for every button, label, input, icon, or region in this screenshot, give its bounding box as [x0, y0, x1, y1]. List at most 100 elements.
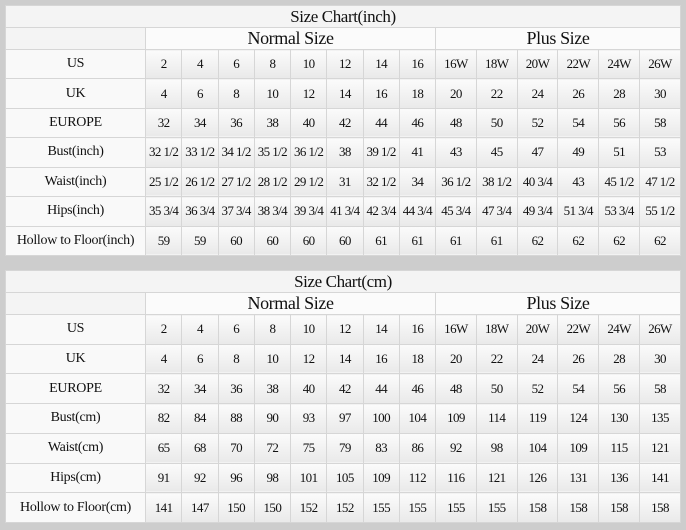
- size-cell: 25 1/2: [145, 166, 183, 198]
- size-cell: 10: [290, 48, 328, 80]
- size-cell: 16: [362, 343, 400, 375]
- row-label: Waist(inch): [4, 166, 147, 198]
- size-cell: 20: [435, 343, 477, 375]
- size-cell: 32 1/2: [362, 166, 400, 198]
- size-cell: 34: [181, 107, 219, 139]
- size-cell: 48: [435, 373, 477, 405]
- size-cell: 34 1/2: [217, 137, 255, 168]
- table-row: EUROPE 32 34 36 38 40 42 44 46 48 50 52 54 56 58: [4, 373, 681, 405]
- size-cell: 141: [639, 462, 681, 494]
- size-cell: 60: [217, 225, 255, 257]
- size-cell: 4: [145, 78, 183, 109]
- size-cell: 35 3/4: [145, 196, 183, 227]
- size-cell: 39 1/2: [362, 137, 400, 168]
- size-cell: 6: [181, 78, 219, 109]
- row-label: Hips(cm): [4, 462, 147, 494]
- size-cell: 12: [290, 343, 328, 375]
- size-cell: 26 1/2: [181, 166, 219, 198]
- size-cell: 40: [290, 373, 328, 405]
- size-cell: 44: [362, 373, 400, 405]
- size-cell: 58: [639, 373, 681, 405]
- size-cell: 155: [435, 492, 477, 523]
- size-cell: 20: [435, 78, 477, 109]
- size-cell: 43: [435, 137, 477, 168]
- size-cell: 158: [557, 492, 600, 523]
- row-label: Hollow to Floor(cm): [4, 492, 147, 523]
- size-cell: 42: [326, 373, 364, 405]
- size-cell: 22: [475, 78, 518, 109]
- row-label: US: [4, 48, 147, 80]
- size-cell: 36: [217, 107, 255, 139]
- size-cell: 50: [475, 107, 518, 139]
- row-label: US: [4, 314, 147, 345]
- size-cell: 60: [253, 225, 292, 257]
- size-cell: 130: [598, 403, 640, 434]
- size-cell: 62: [557, 225, 600, 257]
- size-cell: 46: [398, 107, 437, 139]
- table-row: EUROPE 32 34 36 38 40 42 44 46 48 50 52 54 56 58: [4, 107, 681, 139]
- size-cell: 4: [181, 48, 219, 80]
- size-cell: 45 3/4: [435, 196, 477, 227]
- size-cell: 16: [362, 78, 400, 109]
- size-cell: 150: [253, 492, 292, 523]
- size-cell: 109: [435, 403, 477, 434]
- table-row: US 2 4 6 8 10 12 14 16 16W 18W 20W 22W 24W 26W: [4, 48, 681, 80]
- size-cell: 45 1/2: [598, 166, 640, 198]
- size-cell: 34: [181, 373, 219, 405]
- table-row: US 2 4 6 8 10 12 14 16 16W 18W 20W 22W 24W 26W: [4, 314, 681, 345]
- size-cell: 12: [326, 48, 364, 80]
- size-cell: 155: [398, 492, 437, 523]
- size-cell: 43: [557, 166, 600, 198]
- size-cell: 8: [217, 78, 255, 109]
- size-cell: 93: [290, 403, 328, 434]
- size-cell: 97: [326, 403, 364, 434]
- size-cell: 18W: [475, 314, 518, 345]
- size-cell: 92: [435, 432, 477, 464]
- size-cell: 35 1/2: [253, 137, 292, 168]
- size-cell: 105: [326, 462, 364, 494]
- size-cell: 22: [475, 343, 518, 375]
- size-cell: 44: [362, 107, 400, 139]
- size-cell: 86: [398, 432, 437, 464]
- size-cell: 59: [145, 225, 183, 257]
- group-header-plus: Plus Size: [435, 27, 681, 50]
- size-cell: 22W: [557, 314, 600, 345]
- size-cell: 16: [398, 48, 437, 80]
- size-cell: 36 1/2: [290, 137, 328, 168]
- size-cell: 158: [598, 492, 640, 523]
- size-chart-inch-table: Size Chart(inch) Normal Size Plus Size US 2 4…: [4, 5, 681, 257]
- size-cell: 8: [253, 314, 292, 345]
- size-cell: 121: [639, 432, 681, 464]
- size-chart-cm-table: Size Chart(cm) Normal Size Plus Size US 2 4 6 8…: [4, 270, 681, 523]
- size-cell: 46: [398, 373, 437, 405]
- size-cell: 54: [557, 373, 600, 405]
- size-cell: 158: [516, 492, 559, 523]
- size-cell: 41: [398, 137, 437, 168]
- size-cell: 135: [639, 403, 681, 434]
- table-row: Bust(inch) 32 1/2 33 1/2 34 1/2 35 1/2 36 1/2…: [4, 137, 681, 168]
- size-cell: 28 1/2: [253, 166, 292, 198]
- size-cell: 91: [145, 462, 183, 494]
- size-cell: 24W: [598, 48, 640, 80]
- size-cell: 101: [290, 462, 328, 494]
- size-cell: 100: [362, 403, 400, 434]
- size-cell: 6: [217, 314, 255, 345]
- size-cell: 92: [181, 462, 219, 494]
- row-label: Waist(cm): [4, 432, 147, 464]
- size-cell: 58: [639, 107, 681, 139]
- size-cell: 61: [475, 225, 518, 257]
- size-cell: 2: [145, 314, 183, 345]
- size-cell: 55 1/2: [639, 196, 681, 227]
- size-cell: 49: [557, 137, 600, 168]
- size-cell: 115: [598, 432, 640, 464]
- size-cell: 28: [598, 78, 640, 109]
- corner-cell: [4, 27, 147, 50]
- size-cell: 47 1/2: [639, 166, 681, 198]
- size-cell: 32: [145, 373, 183, 405]
- size-cell: 119: [516, 403, 559, 434]
- size-cell: 49 3/4: [516, 196, 559, 227]
- size-cell: 24W: [598, 314, 640, 345]
- row-label: EUROPE: [4, 373, 147, 405]
- group-header-row: Normal Size Plus Size: [4, 27, 681, 50]
- size-cell: 22W: [557, 48, 600, 80]
